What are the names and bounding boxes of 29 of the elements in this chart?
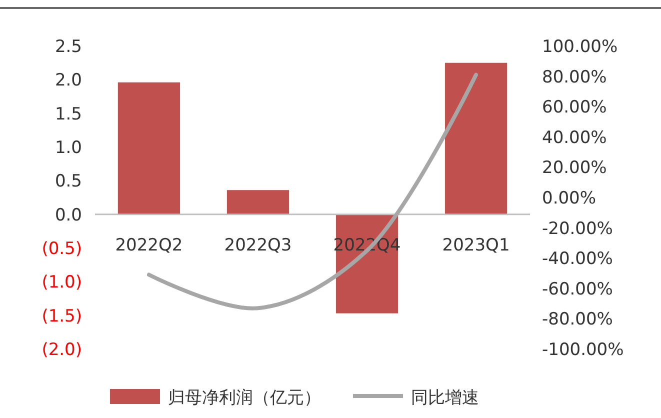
x-tick-label: 2023Q1 — [442, 235, 510, 256]
bar — [118, 82, 180, 214]
y-tick-label: (0.5) — [42, 238, 82, 259]
y2-tick-label: -20.00% — [542, 218, 613, 239]
y2-tick-label: 80.00% — [542, 67, 607, 88]
bar — [226, 190, 290, 214]
y2-tick-label: 100.00% — [542, 36, 618, 57]
y2-tick-label: -80.00% — [542, 310, 613, 330]
y-tick-label: (1.5) — [42, 306, 82, 326]
y2-tick-label: -100.00% — [542, 340, 624, 360]
x-tick-label: 2022Q3 — [224, 235, 292, 256]
y-tick-label: (1.0) — [42, 272, 82, 293]
y-tick-label: 0.5 — [54, 172, 82, 192]
legend-label: 归母净利润（亿元） — [168, 388, 321, 408]
y2-tick-label: 60.00% — [542, 98, 607, 118]
y2-tick-label: 0.00% — [542, 188, 596, 208]
y-tick-label: 1.0 — [54, 138, 82, 158]
y-tick-label: 2.5 — [54, 36, 82, 57]
bar — [444, 62, 508, 214]
y-tick-label: 0.0 — [54, 205, 82, 226]
x-tick-label: 2022Q2 — [115, 235, 183, 256]
legend-label: 同比增速 — [411, 388, 479, 408]
y-tick-label: 2.0 — [54, 70, 82, 91]
y2-tick-label: -60.00% — [542, 279, 613, 300]
y-tick-label: (2.0) — [42, 340, 82, 360]
y2-tick-label: 40.00% — [542, 128, 607, 148]
y-tick-label: 1.5 — [54, 104, 82, 124]
y2-tick-label: 20.00% — [542, 158, 607, 178]
y2-tick-label: -40.00% — [542, 249, 613, 270]
